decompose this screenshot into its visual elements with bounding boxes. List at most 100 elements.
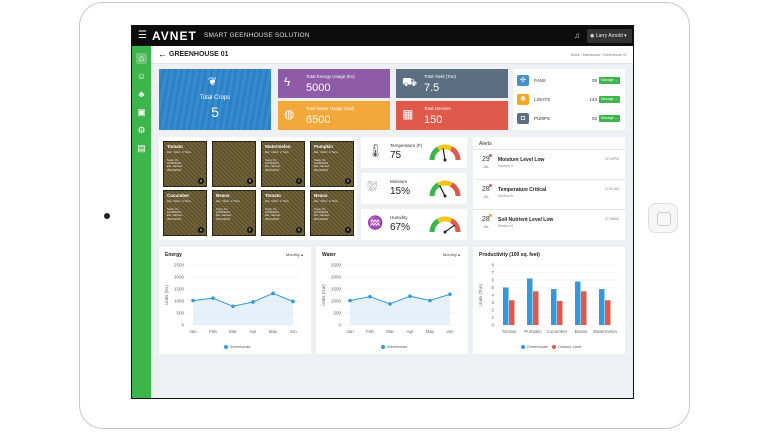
productivity-bar-chart: 0 1 2 3 4 5 6 7 8 Units (Ton) Tomato Pumpkin Cucumbe… [478,263,618,335]
greenhouse-plots-card: Tomato Est. Yield : 2 Tons Sown On 01/05/20… [159,137,357,240]
x-tick-label: Pumpkin [524,329,542,334]
plot-cell[interactable]: Tomato Est. Yield : 2 Tons Sown On 01/05/20… [163,141,207,187]
plot-cell[interactable]: Beans Est. Yield : 2 Tons Sown On 01/05/201… [212,190,256,236]
data-point [388,302,392,306]
data-point [368,294,372,299]
data-point [428,298,432,303]
plot-dates: Sown On 01/05/2019 Est. Harvest 06/12/2019 [265,158,280,172]
y-tick-label: 2000 [331,275,342,280]
plot-cell[interactable]: B [212,141,256,187]
plot-harvest-date: 06/12/2019 [314,167,328,172]
alert-title: Soil Nutrient Level Low [498,217,554,223]
stat-label: Total Devices [424,106,451,111]
manage-lights-button[interactable]: Manage → [599,96,620,103]
y-tick-label: 1000 [174,299,185,304]
back-arrow-icon[interactable]: ← [158,49,167,59]
plot-crop-name: Cucumber [167,193,190,198]
user-menu[interactable]: ◉ Larry Arnold ▾ [587,29,632,43]
legend-swatch [520,345,525,349]
manage-fans-button[interactable]: Manage → [599,77,620,84]
chip-icon: ▦ [402,107,414,121]
plot-marker: D [345,178,351,184]
home-icon[interactable]: ⌂ [136,53,147,64]
bar [503,287,509,325]
water-line-chart: 0 500 1000 1500 2000 2500 Units (Gal) Jan Feb Mar… [321,263,456,334]
gauge-segment [437,144,453,152]
alert-item[interactable]: 28 JUL Temperature Critical Section A 11… [473,179,625,208]
plot-sown-label: Sown On [314,158,326,162]
report-icon[interactable]: ▤ [137,143,146,153]
bar [557,301,563,325]
y-tick-label: 2500 [174,263,185,268]
stat-value: 7.5 [424,82,440,94]
gear-icon[interactable]: ⚙ [137,125,146,135]
alert-item[interactable]: 28 JUL Soil Nutrient Level Low Section H… [473,209,625,238]
y-tick-label: 8 [491,263,494,268]
device-name: PUMPS [534,116,551,121]
period-dropdown[interactable]: Monthly ▴ [285,252,303,257]
gauge-hub [443,230,447,234]
plot-cell[interactable]: Cucumber Est. Yield : 2 Tons Sown On 01/05/… [163,190,207,236]
alerts-card: Alerts 29 JUL Moisture Level Low Section… [473,137,625,240]
x-tick-label: Jan [189,329,197,334]
bulb-icon: ✺ [517,94,529,105]
y-tick-label: 6 [491,278,494,283]
total-crops-card: ❦ Total Crops 5 [159,69,271,130]
x-tick-label: Feb [366,329,374,334]
thermometer-icon: 🌡 [367,143,384,158]
building-icon[interactable]: ▣ [137,107,146,117]
x-tick-label: Cucumber [547,329,568,334]
water-chart-card: Water Monthly ▴ 0 500 1000 1500 2000 2500 Unit… [316,247,468,354]
legend-swatch [551,345,556,349]
alert-section: Section H [498,164,514,168]
stat-label: Total Water Usage (Gal) [306,106,355,111]
pump-icon: ◘ [517,113,529,124]
water-stat-card: ◍ Total Water Usage (Gal) 6500 [278,101,390,130]
bell-icon[interactable]: ♫ [574,31,580,40]
area-fill [350,294,450,325]
hamburger-icon[interactable]: ☰ [138,30,147,41]
y-tick-label: 5 [491,285,494,290]
devices-card: ✣ FANS 05 Manage → ✺ LIGHTS 143 Manage →… [513,69,625,130]
breadcrumb[interactable]: Home / Dashboard / Greenhouse 01 [570,53,627,57]
user-icon[interactable]: ☺ [136,71,147,81]
bar [605,300,611,325]
plot-crop-name: Tomato [265,193,281,198]
temperature-gauge [429,144,461,162]
plot-yield: Est. Yield : 2 Tons [265,199,289,203]
user-name: Larry Arnold [595,33,623,39]
data-point [251,300,255,304]
manage-pumps-button[interactable]: Manage → [599,115,620,122]
y-tick-label: 1500 [331,287,342,292]
data-point [211,296,215,300]
bar [509,300,515,325]
moisture-icon: ⛆ [367,179,378,194]
gauge-segment [429,182,440,197]
page-title: GREENHOUSE 01 [169,51,229,58]
legend-label: Greenhouse [526,345,548,349]
plot-sown-date: 01/05/2019 [265,210,279,215]
plot-dates: Sown On 01/05/2019 Est. Harvest 06/12/2019 [265,207,280,221]
plot-harvest-date: 06/12/2019 [167,216,181,221]
plot-cell[interactable]: Tomato Est. Yield : 2 Tons Sown On 01/05/20… [261,190,305,236]
period-dropdown[interactable]: Monthly ▴ [442,252,460,257]
home-button[interactable] [648,203,678,233]
plant-icon[interactable]: ♣ [138,89,145,99]
plot-yield: Est. Yield : 2 Tons [314,150,338,154]
x-tick-label: Jun [446,329,454,334]
plot-cell[interactable]: Beans Est. Yield : 2 Tons Sown On 01/05/201… [310,190,354,236]
gauge-hub [443,158,447,162]
gauge-segment [449,146,461,161]
alert-item[interactable]: 29 JUL Moisture Level Low Section H 02:3… [473,149,625,178]
plot-cell[interactable]: Watermelon Est. Yield : 2 Tons Sown On 01/0… [261,141,305,187]
plot-sown-label: Sown On [167,158,179,162]
sensor-label: Moisture [390,179,408,184]
x-tick-label: Watermelon [593,329,618,334]
sensor-label: Humidity [390,215,408,220]
stat-value: 5000 [306,82,331,94]
plot-cell[interactable]: Pumpkin Est. Yield : 2 Tons Sown On 01/05/2… [310,141,354,187]
humidity-icon: ♒ [367,215,384,230]
bar [599,289,605,325]
device-count: 02 [591,116,597,121]
plot-yield: Est. Yield : 2 Tons [314,199,338,203]
